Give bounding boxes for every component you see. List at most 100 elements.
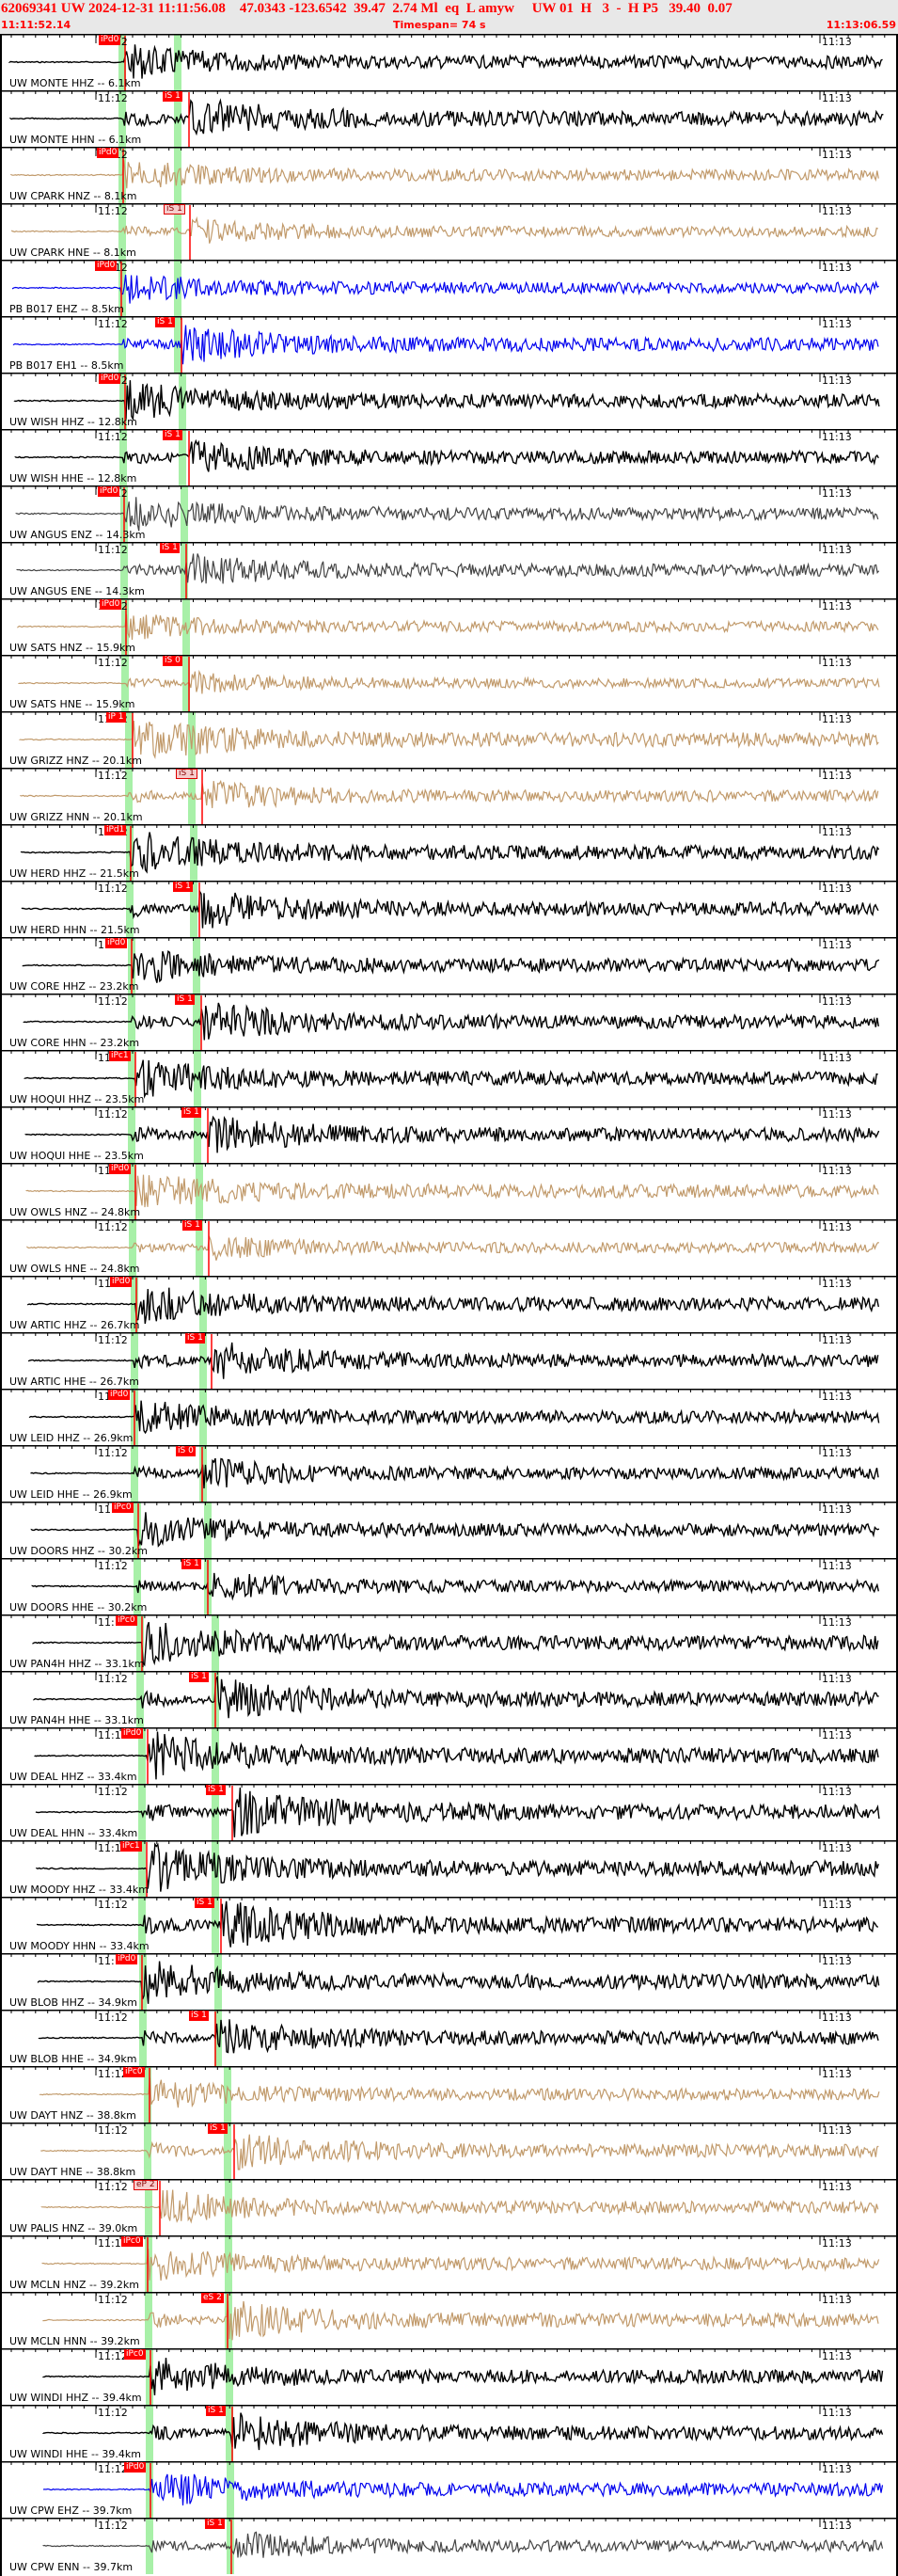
station-channel-label: UW PAN4H HHE -- 33.1km: [9, 1714, 144, 1726]
phase-pick-flag[interactable]: iPd0: [105, 938, 128, 948]
phase-pick-flag[interactable]: iS 1: [195, 1898, 214, 1908]
phase-pick-flag[interactable]: iPc0: [124, 2349, 146, 2360]
phase-pick-flag[interactable]: iPd0: [109, 1164, 132, 1174]
trace-panel[interactable]: 11:12 11:13 iPc0 UW WINDI HHZ -- 39.4km: [0, 2348, 898, 2405]
trace-panel[interactable]: 11:12 11:13 iPc1 UW MOODY HHZ -- 33.4km: [0, 1840, 898, 1897]
event-header: 62069341 UW 2024-12-31 11:11:56.08 47.03…: [0, 0, 898, 34]
phase-pick-flag[interactable]: iPd0: [95, 261, 118, 271]
phase-pick-flag[interactable]: iPd0: [121, 1728, 144, 1739]
phase-pick-flag[interactable]: iPc0: [123, 2067, 145, 2077]
phase-pick-flag[interactable]: iS 1: [176, 769, 197, 779]
phase-pick-flag[interactable]: iS 1: [160, 543, 180, 553]
phase-pick-flag[interactable]: iS 1: [208, 2123, 228, 2134]
phase-pick-flag[interactable]: iS 1: [182, 1220, 202, 1231]
waveform-plot: [0, 203, 898, 260]
phase-pick-flag[interactable]: iPc1: [109, 1051, 131, 1061]
end-time: 11:13:06.59: [826, 19, 896, 31]
trace-panel[interactable]: 11:12 11:13 iPc0 UW MCLN HNZ -- 39.2km: [0, 2235, 898, 2292]
trace-panel[interactable]: 11:12 11:13 iS 1 PB B017 EH1 -- 8.5km: [0, 316, 898, 373]
phase-pick-flag[interactable]: iPd0: [100, 599, 122, 610]
time-label-right: 11:13: [822, 2294, 852, 2306]
trace-panel[interactable]: 11:12 11:13 iS 1 UW PAN4H HHE -- 33.1km: [0, 1671, 898, 1727]
phase-pick-flag[interactable]: eS 2: [201, 2293, 224, 2303]
station-channel-label: UW MCLN HNZ -- 39.2km: [9, 2279, 139, 2291]
trace-panel[interactable]: 11:12 11:13 iS 1 UW GRIZZ HNN -- 20.1km: [0, 768, 898, 824]
trace-panel[interactable]: 11:12 11:13 iPc0 UW PAN4H HHZ -- 33.1km: [0, 1614, 898, 1671]
phase-pick-flag[interactable]: iPc0: [116, 1615, 137, 1626]
phase-pick-flag[interactable]: iPd0: [110, 1277, 133, 1287]
trace-panel[interactable]: 11:12 11:13 iS 0 UW LEID HHE -- 26.9km: [0, 1445, 898, 1502]
trace-panel[interactable]: 11:12 11:13 iS 1 UW ARTIC HHE -- 26.7km: [0, 1332, 898, 1389]
trace-panel[interactable]: 11:12 11:13 iS 1 UW WINDI HHE -- 39.4km: [0, 2405, 898, 2461]
trace-panel[interactable]: 11:12 11:13 iS 1 UW MOODY HHN -- 33.4km: [0, 1897, 898, 1953]
phase-pick-flag[interactable]: iPc0: [121, 2236, 143, 2247]
phase-pick-flag[interactable]: iS 1: [163, 91, 182, 102]
phase-pick-flag[interactable]: iPd0: [99, 35, 121, 45]
trace-panel[interactable]: 11:12 11:13 iPd0 UW DEAL HHZ -- 33.4km: [0, 1727, 898, 1784]
phase-pick-flag[interactable]: iS 1: [206, 2406, 226, 2416]
phase-pick-flag[interactable]: iS 1: [185, 1333, 205, 1344]
trace-panel[interactable]: 11:12 11:13 iS 1 UW OWLS HNE -- 24.8km: [0, 1219, 898, 1276]
trace-panel[interactable]: 11:12 11:13 iS 1 UW CORE HHN -- 23.2km: [0, 994, 898, 1050]
phase-pick-flag[interactable]: iPd0: [124, 2462, 147, 2473]
phase-pick-flag[interactable]: iS 0: [163, 656, 182, 666]
phase-pick-flag[interactable]: iS 1: [206, 1785, 226, 1795]
phase-pick-flag[interactable]: iS 1: [181, 1559, 201, 1569]
trace-panel[interactable]: 11:12 11:13 eS 2 UW MCLN HNN -- 39.2km: [0, 2292, 898, 2348]
trace-panel[interactable]: 11:12 11:13 iPc0 UW DAYT HNZ -- 38.8km: [0, 2066, 898, 2123]
station-channel-label: UW DOORS HHE -- 30.2km: [9, 1601, 148, 1614]
trace-panel[interactable]: 11:12 11:13 eP 2 UW PALIS HNZ -- 39.0km: [0, 2179, 898, 2235]
station-channel-label: UW SATS HNE -- 15.9km: [9, 698, 135, 710]
phase-pick-flag[interactable]: iP 1: [106, 712, 126, 723]
trace-panel[interactable]: 11:12 11:13 iS 1 UW HOQUI HHE -- 23.5km: [0, 1106, 898, 1163]
trace-panel[interactable]: 11:12 11:13 iS 1 UW DAYT HNE -- 38.8km: [0, 2123, 898, 2179]
phase-pick-flag[interactable]: iPd0: [97, 148, 119, 158]
phase-pick-flag[interactable]: iS 1: [163, 430, 182, 440]
station-channel-label: UW CPARK HNE -- 8.1km: [9, 246, 136, 259]
trace-panel[interactable]: 11:12 11:13 iPd0 UW CPW EHZ -- 39.7km: [0, 2461, 898, 2518]
trace-panel[interactable]: 11:12 11:13 iS 1 UW BLOB HHE -- 34.9km: [0, 2010, 898, 2066]
phase-pick-flag[interactable]: iS 1: [189, 2011, 209, 2021]
trace-panel[interactable]: 11:12 11:13 iS 1 UW ANGUS ENE -- 14.3km: [0, 542, 898, 598]
phase-pick-flag[interactable]: iS 1: [205, 2519, 225, 2529]
trace-panel[interactable]: 11:12 11:13 iS 1 UW CPARK HNE -- 8.1km: [0, 203, 898, 260]
phase-pick-flag[interactable]: iPd0: [99, 374, 121, 384]
phase-pick-flag[interactable]: iS 1: [189, 1672, 209, 1682]
phase-pick-flag[interactable]: iPd1: [104, 825, 127, 835]
trace-panel[interactable]: 11:12 11:13 iS 1 UW WISH HHE -- 12.8km: [0, 429, 898, 485]
phase-pick-flag[interactable]: iPd0: [98, 486, 120, 497]
time-label-left: 11:12: [98, 2520, 128, 2532]
phase-pick-flag[interactable]: eP 2: [134, 2180, 158, 2190]
trace-panel[interactable]: 11:12 11:13 iPd0 UW BLOB HHZ -- 34.9km: [0, 1953, 898, 2010]
trace-panel[interactable]: 11:12 11:13 iS 1 UW DOORS HHE -- 30.2km: [0, 1558, 898, 1614]
phase-pick-flag[interactable]: iS 1: [181, 1107, 201, 1118]
phase-pick-flag[interactable]: iS 1: [155, 317, 175, 327]
phase-pick-flag[interactable]: iS 1: [164, 204, 185, 215]
phase-pick-flag[interactable]: iS 0: [176, 1446, 196, 1456]
trace-panel[interactable]: 11:12 11:13 iS 1 UW HERD HHN -- 21.5km: [0, 881, 898, 937]
trace-panel[interactable]: 11:12 11:13 iS 1 UW CPW ENN -- 39.7km: [0, 2518, 898, 2574]
trace-panel[interactable]: 11:12 11:13 iS 1 UW DEAL HHN -- 33.4km: [0, 1784, 898, 1840]
phase-pick-flag[interactable]: iS 1: [175, 994, 195, 1005]
trace-panel[interactable]: 11:12 11:13 iS 1 UW MONTE HHN -- 6.1km: [0, 90, 898, 147]
phase-pick-flag[interactable]: iPc0: [112, 1503, 134, 1513]
phase-pick-flag[interactable]: iPd0: [108, 1390, 131, 1400]
trace-panel[interactable]: 11:12 11:13 iS 0 UW SATS HNE -- 15.9km: [0, 655, 898, 711]
phase-pick-flag[interactable]: iPc1: [120, 1841, 142, 1852]
phase-pick-flag[interactable]: iPd0: [116, 1954, 138, 1964]
phase-pick-flag[interactable]: iS 1: [173, 882, 193, 892]
